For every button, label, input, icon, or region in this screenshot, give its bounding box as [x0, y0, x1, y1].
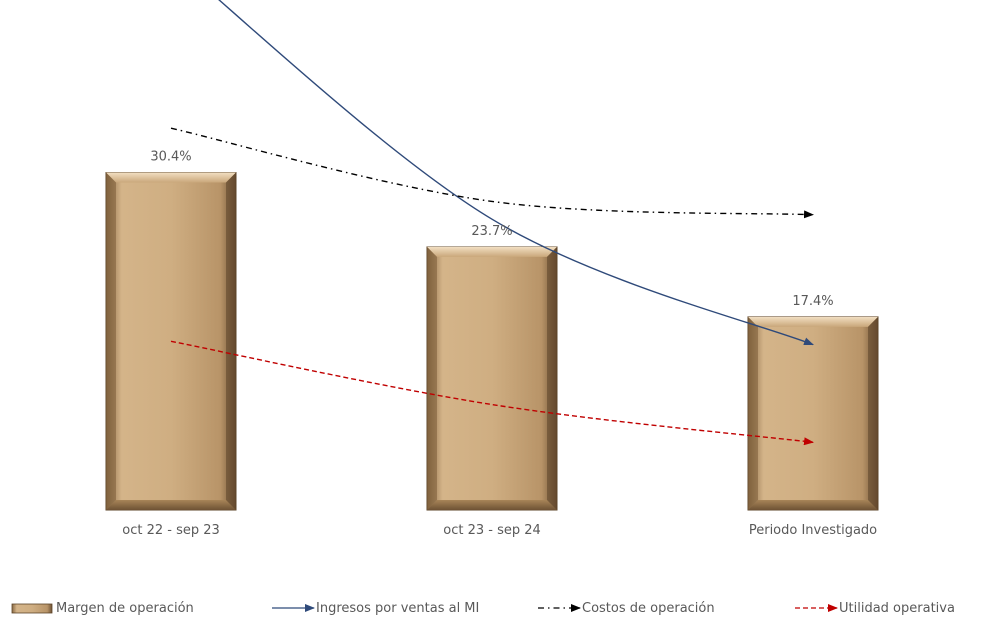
bar-1 — [105, 172, 237, 511]
x-tick-label: oct 22 - sep 23 — [122, 523, 220, 538]
bar-data-label: 23.7% — [471, 224, 512, 239]
legend-label: Costos de operación — [582, 601, 715, 616]
series-line-dashed — [170, 340, 814, 446]
bar-2 — [426, 246, 558, 511]
legend-item-3: Costos de operación — [538, 601, 715, 616]
bar-data-label: 17.4% — [792, 294, 833, 309]
bar-3 — [747, 316, 879, 511]
legend-label: Margen de operación — [56, 601, 194, 616]
legend-item-2: Ingresos por ventas al MI — [272, 601, 479, 616]
x-tick-label: oct 23 - sep 24 — [443, 523, 541, 538]
legend-item-1: Margen de operación — [11, 601, 194, 616]
legend: Margen de operación Ingresos por ventas a… — [11, 601, 955, 616]
series-line-dash-dot — [170, 127, 814, 219]
legend-label: Ingresos por ventas al MI — [316, 601, 479, 616]
x-tick-label: Periodo Investigado — [749, 523, 877, 538]
lines-layer — [170, 0, 814, 446]
legend-label: Utilidad operativa — [839, 601, 955, 616]
legend-swatch — [11, 603, 53, 614]
legend-item-4: Utilidad operativa — [795, 601, 955, 616]
bars-layer — [105, 172, 879, 511]
bar-data-label: 30.4% — [150, 150, 191, 165]
series-line-solid — [218, 0, 814, 346]
labels-layer: 30.4% oct 22 - sep 23 23.7% oct 23 - sep 24… — [122, 150, 877, 538]
